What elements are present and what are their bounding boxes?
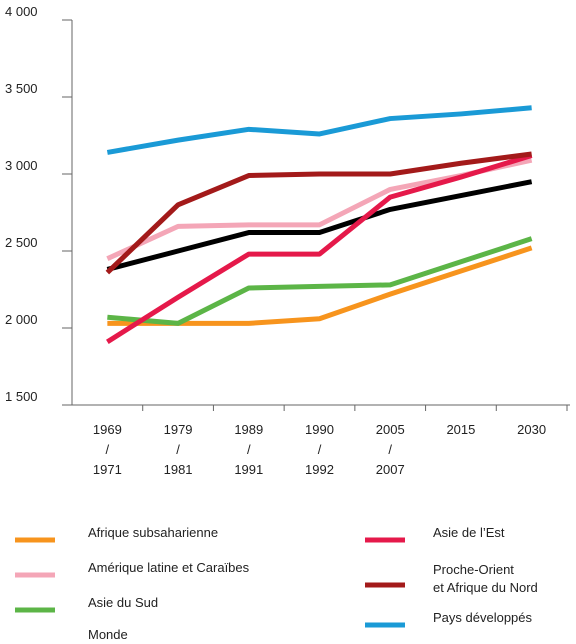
legend-label: Monde xyxy=(88,627,128,642)
x-tick-label: 1979/1981 xyxy=(164,422,193,477)
legend-label: Proche-Orient et Afrique du Nord xyxy=(433,562,538,595)
legend-label: Afrique subsaharienne xyxy=(88,525,218,540)
y-tick-label: 3 500 xyxy=(5,81,38,96)
series-line xyxy=(105,151,532,275)
x-tick-label: 1990/1992 xyxy=(305,422,334,477)
series-line xyxy=(106,105,532,155)
legend-label: Pays développés xyxy=(433,610,533,625)
y-tick-label: 1 500 xyxy=(5,389,38,404)
y-tick-label: 3 000 xyxy=(5,158,38,173)
y-tick-label: 4 000 xyxy=(5,4,38,19)
x-tick-label: 1969/1971 xyxy=(93,422,122,477)
x-tick-label: 2005/2007 xyxy=(376,422,405,477)
x-tick-label: 2015 xyxy=(446,422,475,437)
series-line xyxy=(107,236,533,326)
legend-label: Asie de l’Est xyxy=(433,525,505,540)
y-tick-label: 2 000 xyxy=(5,312,38,327)
x-tick-label: 2030 xyxy=(517,422,546,437)
legend-label: Amérique latine et Caraïbes xyxy=(88,560,250,575)
series-line xyxy=(106,153,533,344)
y-tick-label: 2 500 xyxy=(5,235,38,250)
legend-label: Asie du Sud xyxy=(88,595,158,610)
series-line xyxy=(106,179,533,272)
x-tick-label: 1989/1991 xyxy=(234,422,263,477)
